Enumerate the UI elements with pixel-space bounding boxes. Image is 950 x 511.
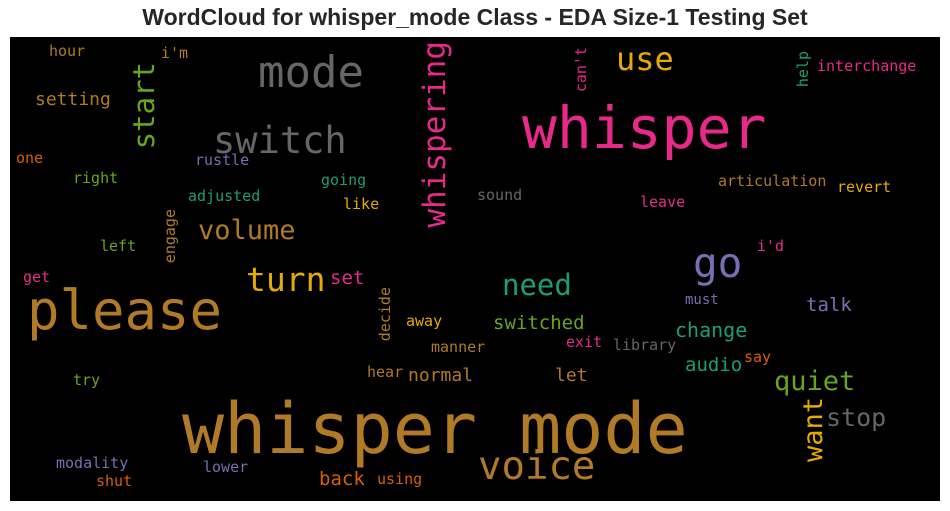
word-engage: engage xyxy=(161,209,179,264)
word-away: away xyxy=(406,312,443,330)
word-quiet: quiet xyxy=(774,366,856,397)
word-try: try xyxy=(73,371,101,389)
word-going: going xyxy=(321,171,367,189)
word-library: library xyxy=(613,336,677,354)
word-sound: sound xyxy=(477,186,523,204)
chart-title: WordCloud for whisper_mode Class - EDA S… xyxy=(142,4,808,30)
word-interchange: interchange xyxy=(817,57,917,75)
word-one: one xyxy=(16,149,44,167)
word-start: start xyxy=(127,62,161,150)
word-audio: audio xyxy=(685,354,743,376)
word-need: need xyxy=(502,268,572,302)
word-whispering: whispering xyxy=(417,41,453,228)
word-like: like xyxy=(343,195,380,213)
word-voice: voice xyxy=(478,444,596,489)
word-articulation: articulation xyxy=(718,172,827,190)
word-stop: stop xyxy=(826,403,887,432)
word-left: left xyxy=(100,237,137,255)
word-change: change xyxy=(675,318,748,342)
word-back: back xyxy=(319,468,365,490)
word-let: let xyxy=(555,365,588,386)
wordcloud-canvas: whisper mode whisper please mode switch voice… xyxy=(10,37,940,501)
word-switched: switched xyxy=(493,312,585,334)
word-normal: normal xyxy=(408,365,474,386)
word-hear: hear xyxy=(367,363,404,381)
word-exit: exit xyxy=(566,333,603,351)
word-must: must xyxy=(685,292,719,308)
word-adjusted: adjusted xyxy=(188,187,261,205)
word-lower: lower xyxy=(203,458,249,476)
word-i-m: i'm xyxy=(161,44,189,62)
word-please: please xyxy=(27,279,223,342)
word-mode: mode xyxy=(258,47,364,98)
word-right: right xyxy=(73,169,119,187)
word-leave: leave xyxy=(640,193,686,211)
word-modality: modality xyxy=(56,454,129,472)
word-switch: switch xyxy=(213,119,347,162)
word-rustle: rustle xyxy=(195,151,250,169)
word-decide: decide xyxy=(376,287,394,342)
word-help: help xyxy=(794,51,812,88)
word-want: want xyxy=(798,397,829,463)
word-can-t: can't xyxy=(572,47,590,93)
word-turn: turn xyxy=(246,260,326,299)
word-talk: talk xyxy=(806,294,852,316)
word-volume: volume xyxy=(198,215,296,246)
word-revert: revert xyxy=(837,178,892,196)
word-shut: shut xyxy=(96,472,133,490)
word-using: using xyxy=(377,470,423,488)
word-setting: setting xyxy=(35,89,111,110)
word-whisper: whisper xyxy=(522,94,767,162)
word-whisper-mode: whisper mode xyxy=(182,388,688,470)
word-say: say xyxy=(744,348,772,366)
word-hour: hour xyxy=(49,42,86,60)
word-set: set xyxy=(330,267,365,289)
word-use: use xyxy=(616,40,674,78)
word-go: go xyxy=(693,239,743,287)
word-i-d: i'd xyxy=(757,237,785,255)
word-manner: manner xyxy=(431,338,486,356)
word-get: get xyxy=(23,268,51,286)
